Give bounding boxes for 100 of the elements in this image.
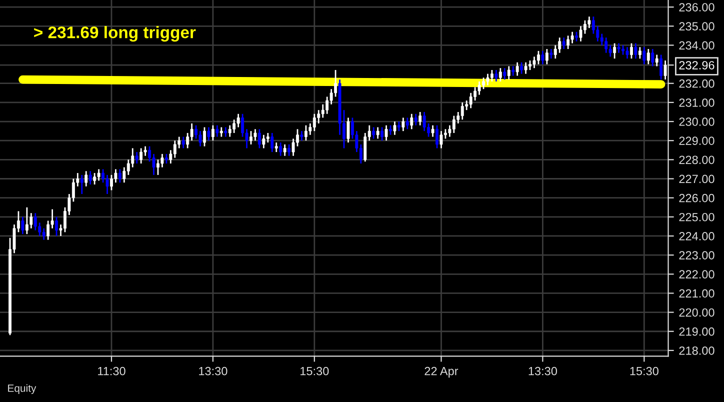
candlestick [376, 126, 380, 140]
candlestick [300, 130, 304, 142]
y-tick-label: 228.00 [679, 156, 714, 164]
candlestick [384, 124, 388, 142]
candlestick [372, 126, 376, 140]
candlestick [279, 142, 282, 157]
candlestick [545, 48, 548, 65]
candlestick [660, 54, 663, 80]
candlestick [402, 117, 405, 132]
candlestick [118, 168, 122, 184]
text: Equity [8, 384, 36, 394]
candlestick [288, 144, 291, 157]
candlestick [460, 102, 464, 120]
candlestick [418, 111, 422, 126]
x-tick-label: 13:30 [199, 366, 228, 376]
candlestick [232, 118, 236, 134]
candlestick [97, 168, 100, 182]
candlestick [283, 144, 286, 157]
candlestick [224, 126, 228, 138]
candlestick [393, 120, 396, 136]
candlestick [164, 153, 168, 164]
candlestick [575, 31, 578, 42]
candlestick [88, 170, 92, 186]
candlestick [478, 80, 481, 96]
candlestick [638, 46, 642, 60]
candlestick [431, 124, 434, 138]
candlestick [592, 16, 595, 34]
candlestick [326, 96, 329, 115]
candlestick [160, 153, 164, 168]
candlestick [131, 148, 134, 168]
candlestick [554, 44, 557, 60]
candlestick [655, 54, 658, 67]
candlestick [30, 212, 33, 230]
candlestick [516, 62, 519, 76]
candlestick [135, 151, 138, 164]
candlestick [321, 104, 324, 118]
y-tick-label: 221.00 [679, 289, 714, 298]
candlestick [216, 124, 219, 138]
candlestick [579, 25, 582, 42]
y-tick-label: 236.00 [679, 3, 714, 12]
y-tick-label: 229.00 [679, 136, 714, 145]
candlestick [494, 69, 498, 82]
x-tick-label: 22 Apr [424, 366, 458, 378]
candlestick [152, 153, 156, 176]
y-tick-label: 231.00 [679, 98, 714, 107]
candlestick [406, 117, 409, 130]
candlestick [389, 124, 392, 136]
candlestick [254, 128, 257, 142]
candlestick [126, 158, 130, 176]
candlestick [380, 126, 384, 142]
y-tick-label: 230.00 [679, 118, 714, 126]
candlestick [566, 34, 570, 50]
candlestick [194, 124, 198, 140]
x-tick-label: 15:30 [300, 366, 329, 376]
candlestick [220, 126, 223, 138]
candlestick [140, 148, 143, 164]
candlestick [562, 36, 566, 50]
candlestick [550, 48, 553, 60]
candlestick [114, 168, 118, 184]
candlestick [469, 92, 472, 109]
y-tick-label: 218.00 [679, 346, 714, 355]
candlestick [600, 33, 604, 46]
candlestick [397, 120, 400, 132]
y-tick-label: 220.00 [679, 308, 714, 317]
candlestick [173, 140, 176, 158]
candlestick [634, 42, 638, 60]
candlestick [207, 126, 210, 142]
y-tick-label: 232.96 [679, 61, 714, 70]
candlestick [21, 216, 24, 235]
candlestick [536, 50, 540, 65]
candlestick [436, 124, 438, 149]
candlestick [292, 138, 295, 157]
candlestick [34, 212, 37, 231]
x-tick-label: 13:30 [528, 366, 558, 376]
candlestick [102, 168, 105, 184]
candlestick [642, 46, 646, 65]
candlestick [312, 113, 316, 132]
candlestick [241, 113, 244, 138]
candlestick [541, 50, 544, 65]
y-tick-label: 235.00 [679, 22, 714, 31]
candlestick [532, 56, 536, 69]
candlestick [198, 130, 202, 148]
candlestick [507, 66, 510, 80]
candlestick [84, 170, 88, 188]
candlestick [364, 132, 367, 162]
candlestick [440, 130, 443, 149]
candlestick [274, 142, 278, 153]
candlestick [452, 115, 456, 134]
candlestick [186, 132, 190, 149]
candlestick [503, 67, 506, 80]
candlestick [106, 174, 109, 195]
candlestick [93, 172, 96, 186]
candlestick [203, 126, 206, 148]
candlestick [630, 42, 633, 60]
candlestick [490, 69, 494, 82]
y-tick-label: 222.00 [679, 270, 714, 279]
candlestick [317, 109, 320, 124]
candlestick [498, 67, 502, 82]
candlestick [651, 48, 654, 67]
candlestick [558, 36, 562, 54]
